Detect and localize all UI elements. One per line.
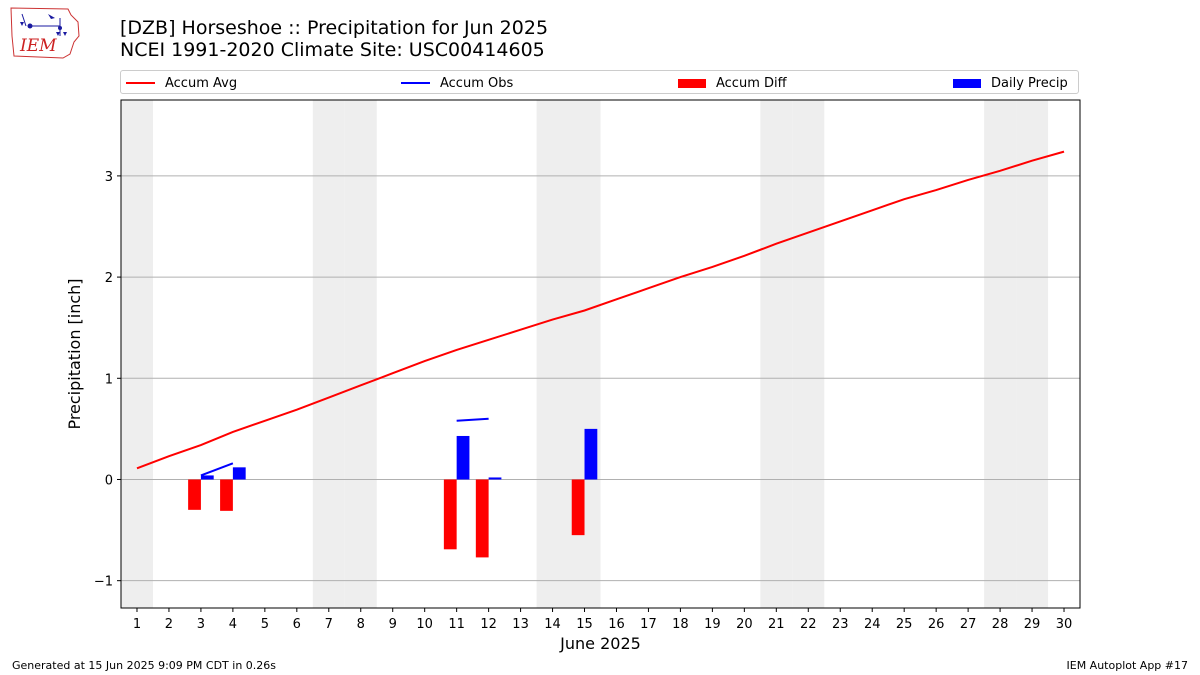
series-lines — [136, 150, 1065, 477]
legend-label-accum-diff: Accum Diff — [716, 75, 787, 91]
daily-precip-bar — [456, 435, 470, 480]
y-tick-label: 3 — [105, 170, 113, 185]
x-tick-label: 7 — [325, 617, 333, 632]
app-credit: IEM Autoplot App #17 — [1066, 659, 1189, 672]
accum-diff-bar — [475, 479, 489, 558]
x-tick-label: 14 — [544, 617, 561, 632]
gridlines — [121, 175, 1080, 582]
legend-swatch-accum-avg — [126, 82, 155, 84]
legend-label-daily-precip: Daily Precip — [991, 75, 1068, 91]
x-tick-label: 9 — [389, 617, 397, 632]
x-tick-label: 24 — [864, 617, 881, 632]
logo-text: IEM — [20, 36, 57, 56]
legend: Accum Avg Accum Obs Accum Diff Daily Pre… — [120, 70, 1079, 94]
axes-frame — [120, 99, 1081, 609]
x-tick-label: 11 — [448, 617, 465, 632]
accum-obs-line — [456, 417, 489, 422]
accum-diff-bar — [571, 479, 585, 536]
x-tick-label: 12 — [480, 617, 497, 632]
x-tick-label: 27 — [960, 617, 977, 632]
y-tick-label: 1 — [105, 372, 113, 387]
y-tick-label: −1 — [94, 575, 113, 590]
legend-label-accum-avg: Accum Avg — [165, 75, 238, 91]
daily-precip-bar — [232, 467, 246, 480]
x-tick-label: 13 — [512, 617, 529, 632]
legend-swatch-daily-precip — [953, 78, 981, 88]
bars — [188, 428, 598, 558]
x-tick-label: 4 — [229, 617, 237, 632]
daily-precip-bar — [584, 428, 598, 480]
legend-item-accum-diff: Accum Diff — [678, 74, 787, 92]
weekend-band — [984, 100, 1017, 608]
legend-item-accum-obs: Accum Obs — [401, 74, 513, 92]
x-tick-label: 22 — [800, 617, 817, 632]
daily-precip-bar — [488, 477, 502, 480]
accum-diff-bar — [188, 479, 201, 510]
legend-item-daily-precip: Daily Precip — [953, 74, 1068, 92]
x-tick-label: 30 — [1056, 617, 1073, 632]
legend-item-accum-avg: Accum Avg — [126, 74, 237, 92]
y-tick-label: 0 — [105, 473, 113, 488]
x-tick-label: 17 — [640, 617, 657, 632]
weekend-band — [760, 100, 793, 608]
x-tick-label: 3 — [197, 617, 205, 632]
accum-diff-bar — [220, 479, 233, 511]
x-tick-label: 21 — [768, 617, 785, 632]
iem-logo: IEM — [8, 6, 80, 60]
generated-timestamp: Generated at 15 Jun 2025 9:09 PM CDT in … — [12, 659, 277, 672]
daily-precip-bar — [200, 475, 214, 480]
x-tick-label: 19 — [704, 617, 721, 632]
weekend-band — [1016, 100, 1049, 608]
x-tick-label: 10 — [416, 617, 433, 632]
weekend-shading — [121, 100, 1049, 608]
x-tick-label: 16 — [608, 617, 625, 632]
weekend-band — [536, 100, 569, 608]
legend-swatch-accum-obs — [401, 82, 430, 84]
accum-obs-line — [200, 462, 234, 477]
accum-avg-line — [136, 150, 1065, 470]
y-axis-label: Precipitation [inch] — [65, 278, 84, 429]
x-tick-label: 1 — [133, 617, 141, 632]
weekend-band — [312, 100, 345, 608]
weekend-band — [344, 100, 377, 608]
chart-title: [DZB] Horseshoe :: Precipitation for Jun… — [120, 17, 548, 61]
x-tick-label: 6 — [293, 617, 301, 632]
x-tick-label: 8 — [357, 617, 365, 632]
x-tick-label: 28 — [992, 617, 1009, 632]
x-tick-label: 25 — [896, 617, 913, 632]
x-tick-label: 2 — [165, 617, 173, 632]
title-line-1: [DZB] Horseshoe :: Precipitation for Jun… — [120, 17, 549, 39]
x-tick-label: 20 — [736, 617, 753, 632]
x-axis-label: June 2025 — [559, 634, 641, 653]
iowa-map-icon — [10, 7, 80, 59]
title-line-2: NCEI 1991-2020 Climate Site: USC00414605 — [120, 39, 545, 61]
x-tick-label: 29 — [1024, 617, 1041, 632]
weekend-band — [792, 100, 825, 608]
legend-swatch-accum-diff — [678, 78, 706, 88]
y-tick-label: 2 — [105, 271, 113, 286]
x-tick-label: 18 — [672, 617, 689, 632]
x-tick-label: 15 — [576, 617, 593, 632]
x-tick-label: 23 — [832, 617, 849, 632]
legend-label-accum-obs: Accum Obs — [440, 75, 514, 91]
x-tick-label: 5 — [261, 617, 269, 632]
x-tick-label: 26 — [928, 617, 945, 632]
weekend-band — [121, 100, 153, 608]
accum-diff-bar — [443, 479, 457, 550]
